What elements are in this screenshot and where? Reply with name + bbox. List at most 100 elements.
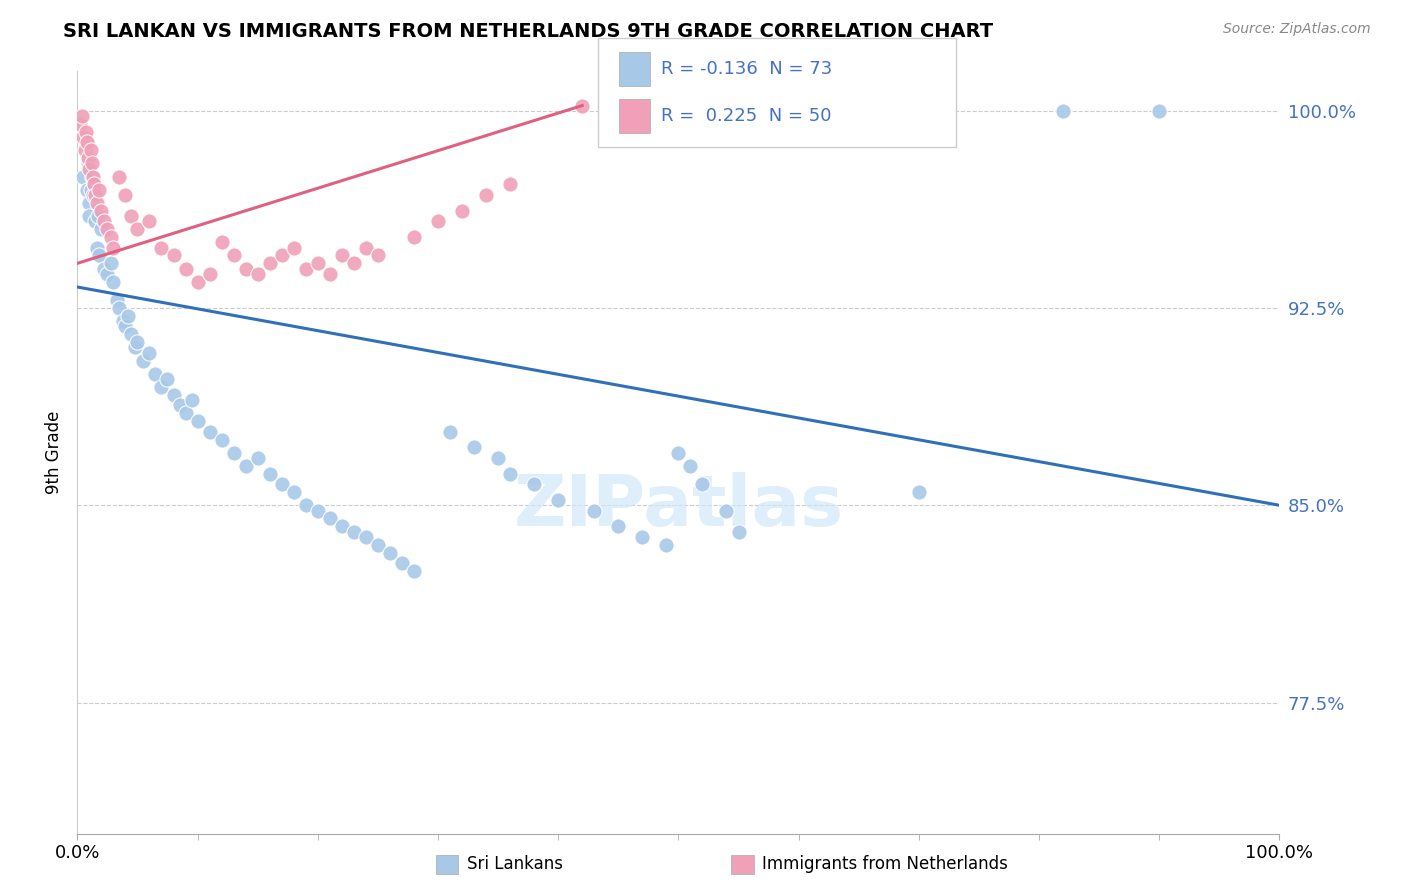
- Point: [87, 183, 110, 197]
- Point: [69, 117, 91, 131]
- Point: [79, 143, 101, 157]
- Point: [73, 143, 96, 157]
- Point: [127, 222, 149, 236]
- Point: [162, 248, 184, 262]
- Point: [692, 477, 714, 491]
- Point: [354, 241, 377, 255]
- Point: [87, 248, 110, 262]
- Point: [103, 275, 125, 289]
- Point: [319, 267, 342, 281]
- Point: [439, 425, 461, 439]
- Point: [96, 267, 118, 281]
- Point: [283, 485, 305, 500]
- Point: [246, 450, 269, 465]
- Point: [427, 214, 450, 228]
- Point: [186, 275, 209, 289]
- Point: [475, 188, 498, 202]
- Point: [367, 248, 389, 262]
- Point: [145, 367, 167, 381]
- Point: [330, 248, 353, 262]
- Point: [138, 214, 160, 228]
- Point: [343, 524, 366, 539]
- Point: [180, 393, 202, 408]
- Y-axis label: 9th Grade: 9th Grade: [45, 411, 63, 494]
- Point: [307, 256, 329, 270]
- Point: [75, 125, 97, 139]
- Point: [222, 445, 245, 459]
- Point: [87, 209, 110, 223]
- Point: [111, 314, 134, 328]
- Point: [156, 372, 179, 386]
- Point: [100, 256, 122, 270]
- Point: [402, 230, 425, 244]
- Point: [1052, 103, 1074, 118]
- Point: [103, 241, 125, 255]
- Point: [679, 458, 702, 473]
- Point: [150, 241, 173, 255]
- Point: [607, 519, 630, 533]
- Point: [93, 261, 115, 276]
- Point: [76, 136, 98, 150]
- Point: [83, 178, 105, 192]
- Point: [270, 248, 292, 262]
- Point: [80, 156, 103, 170]
- Point: [211, 433, 233, 447]
- Point: [96, 222, 118, 236]
- Point: [294, 498, 316, 512]
- Point: [354, 530, 377, 544]
- Point: [198, 267, 221, 281]
- Point: [307, 503, 329, 517]
- Text: Source: ZipAtlas.com: Source: ZipAtlas.com: [1223, 22, 1371, 37]
- Point: [75, 136, 97, 150]
- Point: [93, 214, 115, 228]
- Point: [402, 564, 425, 578]
- Point: [90, 222, 112, 236]
- Point: [124, 341, 146, 355]
- Point: [83, 178, 105, 192]
- Point: [120, 327, 142, 342]
- Point: [367, 538, 389, 552]
- Point: [79, 195, 101, 210]
- Point: [174, 261, 197, 276]
- Text: ZIPatlas: ZIPatlas: [513, 472, 844, 541]
- Point: [105, 293, 128, 307]
- Point: [319, 511, 342, 525]
- Point: [86, 195, 108, 210]
- Text: R =  0.225  N = 50: R = 0.225 N = 50: [661, 107, 831, 125]
- Point: [117, 309, 139, 323]
- Point: [84, 214, 107, 228]
- Text: R = -0.136  N = 73: R = -0.136 N = 73: [661, 60, 832, 78]
- Point: [120, 209, 142, 223]
- Point: [583, 503, 606, 517]
- Point: [108, 169, 131, 184]
- Point: [499, 467, 522, 481]
- Point: [76, 183, 98, 197]
- Point: [79, 209, 101, 223]
- Point: [174, 406, 197, 420]
- Point: [162, 388, 184, 402]
- Point: [378, 546, 401, 560]
- Point: [132, 353, 155, 368]
- Point: [391, 556, 413, 570]
- Point: [631, 530, 654, 544]
- Point: [82, 188, 104, 202]
- Point: [114, 188, 136, 202]
- Point: [908, 485, 931, 500]
- Point: [77, 151, 100, 165]
- Point: [70, 109, 93, 123]
- Point: [127, 335, 149, 350]
- Point: [463, 441, 485, 455]
- Point: [451, 203, 474, 218]
- Point: [571, 98, 593, 112]
- Point: [330, 519, 353, 533]
- Point: [727, 524, 749, 539]
- Point: [270, 477, 292, 491]
- Point: [72, 169, 94, 184]
- Point: [259, 467, 281, 481]
- Point: [235, 261, 257, 276]
- Text: SRI LANKAN VS IMMIGRANTS FROM NETHERLANDS 9TH GRADE CORRELATION CHART: SRI LANKAN VS IMMIGRANTS FROM NETHERLAND…: [63, 22, 994, 41]
- Point: [259, 256, 281, 270]
- Point: [86, 241, 108, 255]
- Point: [211, 235, 233, 250]
- Point: [169, 398, 191, 412]
